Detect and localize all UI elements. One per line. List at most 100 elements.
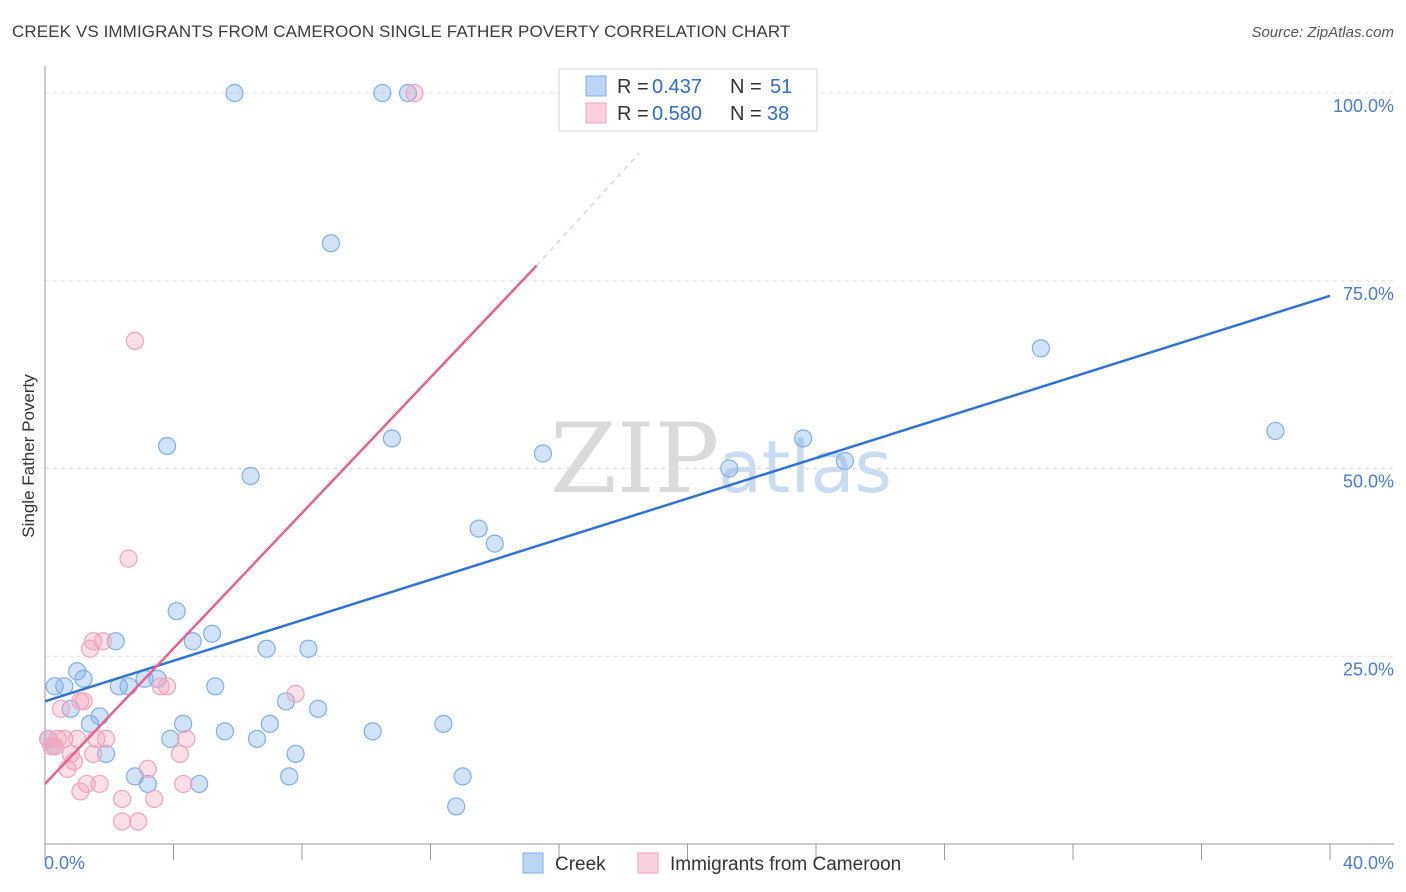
legend-n-value-1: 51 bbox=[770, 76, 792, 98]
creek-point-24 bbox=[206, 677, 225, 696]
cameroon-point-9 bbox=[68, 729, 87, 748]
cameroon-point-24 bbox=[125, 331, 145, 350]
cameroon-point-23 bbox=[119, 549, 138, 568]
creek-point-48 bbox=[794, 429, 813, 448]
correlation-legend: R = 0.437 N = 51 R = 0.580 N = 38 bbox=[558, 68, 818, 132]
cameroon-point-19 bbox=[93, 632, 112, 651]
cameroon-point-30 bbox=[170, 744, 190, 763]
creek-point-40 bbox=[398, 83, 418, 103]
creek-point-49 bbox=[835, 451, 855, 471]
y-tick-labels: 25.0% 50.0% 75.0% 100.0% bbox=[1333, 96, 1394, 679]
bottom-legend-label-creek: Creek bbox=[555, 854, 606, 875]
creek-point-12 bbox=[119, 677, 138, 696]
creek-point-43 bbox=[453, 767, 472, 786]
y-axis-title: Single Father Poverty bbox=[19, 374, 38, 538]
cameroon-trend-line bbox=[44, 264, 538, 785]
cameroon-point-12 bbox=[74, 692, 93, 711]
x-tick-label-min: 0.0% bbox=[44, 853, 85, 873]
cameroon-point-25 bbox=[129, 812, 148, 831]
creek-point-35 bbox=[308, 699, 328, 718]
cameroon-point-31 bbox=[177, 729, 196, 748]
creek-point-45 bbox=[485, 534, 504, 553]
creek-point-18 bbox=[161, 729, 180, 748]
creek-point-25 bbox=[215, 722, 234, 741]
creek-point-46 bbox=[533, 444, 553, 463]
legend-swatch-cameroon bbox=[585, 102, 607, 124]
y-tick-label-50: 50.0% bbox=[1343, 472, 1394, 492]
cameroon-point-21 bbox=[112, 789, 132, 809]
creek-point-34 bbox=[299, 639, 318, 658]
cameroon-point-34 bbox=[405, 83, 424, 103]
creek-point-37 bbox=[363, 722, 382, 741]
creek-point-9 bbox=[96, 744, 116, 763]
bottom-legend-swatch-cameroon bbox=[637, 852, 659, 874]
legend-swatch-creek bbox=[585, 75, 607, 97]
cameroon-trend-extension bbox=[536, 152, 640, 267]
cameroon-point-29 bbox=[157, 677, 177, 696]
creek-point-32 bbox=[280, 767, 299, 786]
legend-n-label-2: N = bbox=[730, 103, 762, 125]
series-legend: Creek Immigrants from Cameroon bbox=[522, 852, 901, 875]
legend-r-value-2: 0.580 bbox=[652, 103, 702, 125]
cameroon-point-16 bbox=[84, 632, 103, 651]
creek-point-6 bbox=[74, 669, 93, 688]
creek-point-47 bbox=[720, 459, 739, 478]
legend-r-value-1: 0.437 bbox=[652, 76, 702, 98]
cameroon-point-5 bbox=[55, 729, 74, 748]
cameroon-point-3 bbox=[48, 729, 67, 748]
trend-lines bbox=[44, 152, 1331, 785]
cameroon-point-15 bbox=[84, 744, 103, 763]
cameroon-point-28 bbox=[151, 677, 170, 696]
creek-point-41 bbox=[434, 714, 453, 733]
cameroon-point-26 bbox=[138, 759, 157, 779]
cameroon-point-10 bbox=[71, 782, 90, 801]
bottom-legend-swatch-creek bbox=[522, 852, 544, 874]
axes bbox=[44, 66, 1394, 860]
bottom-legend-label-cameroon: Immigrants from Cameroon bbox=[670, 854, 901, 875]
creek-point-8 bbox=[90, 707, 109, 726]
y-tick-label-75: 75.0% bbox=[1343, 284, 1394, 304]
cameroon-point-20 bbox=[96, 729, 116, 748]
creek-point-26 bbox=[225, 83, 244, 103]
creek-point-30 bbox=[260, 714, 279, 733]
creek-point-17 bbox=[157, 436, 177, 456]
creek-point-29 bbox=[257, 639, 276, 658]
creek-point-44 bbox=[469, 519, 488, 538]
x-tick-label-max: 40.0% bbox=[1343, 853, 1394, 873]
creek-point-7 bbox=[80, 714, 100, 733]
legend-n-label-1: N = bbox=[730, 76, 762, 98]
creek-trend-line bbox=[44, 294, 1331, 703]
creek-point-27 bbox=[241, 466, 260, 486]
cameroon-point-13 bbox=[77, 774, 96, 794]
creek-point-28 bbox=[247, 729, 267, 748]
creek-point-15 bbox=[138, 774, 157, 794]
cameroon-point-4 bbox=[51, 699, 71, 718]
creek-point-20 bbox=[174, 714, 193, 733]
legend-r-label-2: R = bbox=[617, 103, 649, 125]
y-tick-label-100: 100.0% bbox=[1333, 96, 1394, 116]
creek-point-50 bbox=[1031, 339, 1050, 358]
creek-point-10 bbox=[106, 632, 125, 651]
creek-point-33 bbox=[286, 744, 305, 763]
cameroon-point-33 bbox=[286, 684, 305, 703]
creek-point-31 bbox=[276, 692, 296, 711]
creek-point-5 bbox=[68, 662, 87, 681]
creek-point-38 bbox=[373, 83, 392, 103]
creek-point-23 bbox=[202, 624, 222, 643]
cameroon-point-22 bbox=[112, 812, 132, 831]
creek-point-39 bbox=[382, 429, 402, 448]
watermark-zip: ZIP bbox=[550, 403, 719, 515]
cameroon-point-18 bbox=[90, 774, 109, 794]
cameroon-point-27 bbox=[145, 789, 164, 809]
cameroon-point-32 bbox=[174, 774, 193, 794]
creek-point-22 bbox=[190, 774, 209, 794]
cameroon-points bbox=[39, 83, 424, 831]
creek-point-51 bbox=[1266, 421, 1285, 441]
creek-points bbox=[39, 83, 1285, 816]
creek-point-2 bbox=[45, 677, 64, 696]
creek-point-42 bbox=[447, 797, 466, 816]
creek-point-19 bbox=[167, 602, 186, 621]
creek-point-21 bbox=[183, 632, 202, 651]
source-label: Source: ZipAtlas.com bbox=[1251, 24, 1394, 41]
